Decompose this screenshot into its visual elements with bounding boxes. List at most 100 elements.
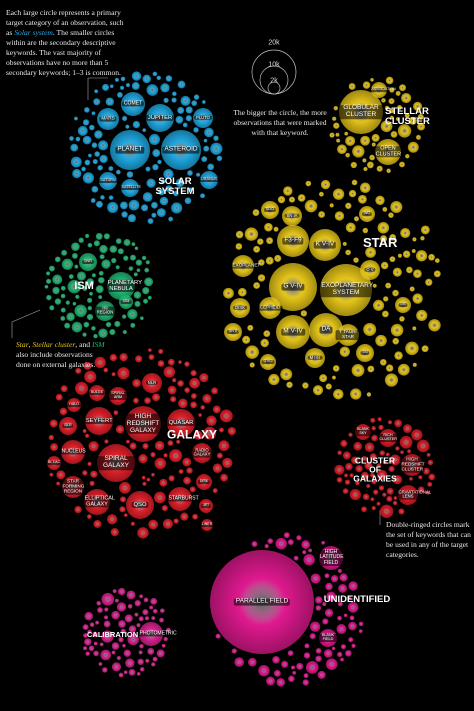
keyword-label: HII REGION	[93, 306, 117, 316]
keyword-dot	[342, 241, 347, 246]
keyword-label: M III-I	[307, 354, 323, 361]
keyword-dot	[188, 187, 193, 192]
keyword-dot	[142, 74, 151, 84]
keyword-dot	[380, 261, 389, 270]
keyword-dot	[386, 168, 391, 174]
keyword-label: EXOPLANETARY SYSTEM	[319, 282, 374, 297]
keyword-dot	[377, 221, 390, 234]
keyword-dot	[134, 246, 139, 251]
keyword-dot	[108, 195, 114, 200]
keyword-dot	[361, 455, 368, 462]
keyword-dot	[326, 591, 337, 602]
keyword-dot	[150, 597, 158, 605]
keyword-dot	[110, 527, 119, 537]
keyword-dot	[392, 500, 398, 506]
keyword-label: QSO	[131, 501, 149, 509]
keyword-dot	[397, 104, 402, 110]
keyword-dot	[91, 185, 99, 193]
keyword-dot	[111, 642, 120, 650]
keyword-dot	[103, 367, 109, 373]
keyword-dot	[378, 485, 385, 491]
keyword-dot	[69, 136, 74, 141]
keyword-dot	[345, 249, 351, 256]
keyword-dot	[89, 622, 95, 627]
keyword-label: SEYFERT	[83, 417, 115, 425]
keyword-label: SATURN	[98, 178, 118, 183]
external-note: Star, Stellar cluster, and ISM also incl…	[16, 340, 108, 370]
keyword-dot	[399, 84, 407, 92]
keyword-dot	[348, 189, 357, 198]
keyword-label: GLOBULAR CLUSTER	[338, 104, 384, 119]
keyword-dot	[210, 142, 223, 155]
keyword-dot	[216, 452, 223, 459]
keyword-dot	[305, 661, 319, 674]
keyword-dot	[308, 548, 313, 553]
keyword-dot	[66, 312, 75, 322]
keyword-dot	[145, 658, 150, 663]
keyword-dot	[56, 470, 66, 480]
keyword-dot	[361, 506, 367, 513]
keyword-dot	[376, 469, 388, 481]
keyword-dot	[407, 141, 419, 153]
keyword-dot	[415, 250, 428, 262]
keyword-dot	[334, 464, 345, 475]
keyword-label: G III-I	[261, 359, 275, 364]
keyword-dot	[126, 439, 130, 444]
keyword-dot	[428, 253, 435, 261]
keyword-dot	[147, 218, 154, 225]
keyword-dot	[95, 200, 103, 208]
keyword-dot	[50, 443, 59, 452]
keyword-dot	[103, 620, 111, 628]
keyword-dot	[88, 645, 95, 652]
keyword-dot	[75, 381, 89, 395]
keyword-dot	[130, 322, 136, 328]
note-text: , and	[75, 340, 92, 349]
keyword-dot	[132, 120, 141, 129]
keyword-dot	[189, 377, 200, 389]
keyword-dot	[71, 252, 78, 259]
keyword-dot	[111, 650, 116, 655]
keyword-dot	[119, 201, 128, 210]
keyword-dot	[83, 633, 88, 638]
keyword-dot	[310, 573, 321, 584]
keyword-dot	[120, 85, 125, 90]
keyword-dot	[95, 620, 100, 625]
keyword-dot	[67, 279, 82, 294]
keyword-dot	[122, 115, 128, 122]
keyword-dot	[180, 512, 189, 521]
keyword-dot	[61, 249, 68, 256]
keyword-dot	[412, 237, 417, 242]
keyword-dot	[384, 373, 399, 387]
keyword-dot	[111, 662, 122, 672]
keyword-dot	[122, 643, 126, 648]
keyword-label: K V-IV	[313, 240, 337, 249]
keyword-dot	[347, 602, 359, 613]
keyword-dot	[385, 76, 394, 85]
keyword-dot	[322, 618, 329, 625]
keyword-dot	[411, 429, 423, 441]
keyword-dot	[265, 676, 275, 686]
keyword-dot	[245, 345, 259, 359]
keyword-dot	[371, 505, 376, 511]
keyword-dot	[150, 452, 156, 458]
keyword-dot	[136, 268, 141, 273]
keyword-label: SPIRAL ARM	[107, 391, 129, 400]
keyword-dot	[349, 615, 355, 621]
keyword-dot	[390, 201, 403, 214]
keyword-label: COMET	[121, 100, 145, 107]
keyword-dot	[71, 321, 83, 333]
keyword-dot	[131, 71, 142, 81]
keyword-dot	[60, 316, 66, 321]
double-ring-note: Double-ringed circles mark the set of ke…	[386, 520, 471, 559]
keyword-dot	[139, 643, 144, 649]
keyword-dot	[71, 242, 80, 251]
keyword-label: DA	[319, 325, 333, 334]
keyword-dot	[321, 540, 326, 545]
keyword-dot	[55, 393, 63, 401]
keyword-label: M V-IV	[281, 327, 305, 336]
keyword-dot	[182, 457, 192, 467]
keyword-dot	[395, 117, 400, 121]
keyword-dot	[318, 191, 324, 197]
keyword-dot	[145, 166, 151, 172]
keyword-dot	[68, 274, 74, 279]
